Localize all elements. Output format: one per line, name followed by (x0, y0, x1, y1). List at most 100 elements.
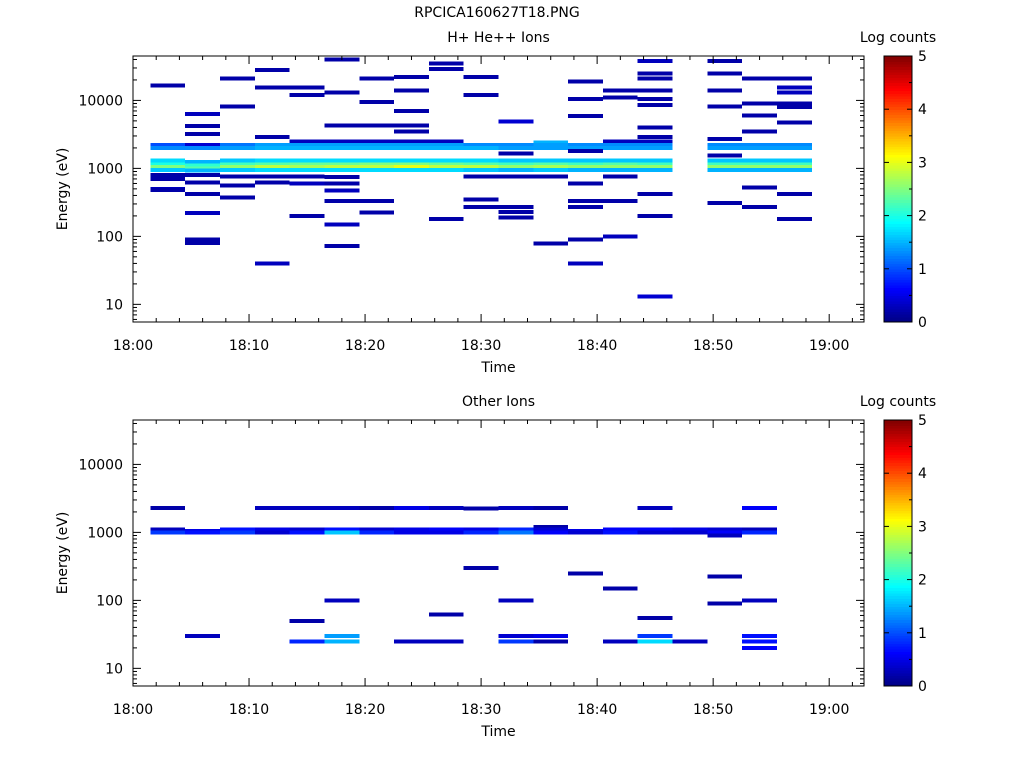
spectrogram-cell (707, 164, 743, 169)
spectrogram-cell (742, 162, 777, 167)
colorbar-swatch (884, 635, 912, 639)
colorbar-tick-label: 3 (918, 155, 927, 171)
spectrogram-cell (324, 222, 360, 227)
spectrogram-cell (707, 143, 743, 148)
colorbar-swatch (884, 568, 912, 573)
colorbar-swatch (884, 435, 912, 440)
spectrogram-cell (254, 162, 290, 167)
colorbar-swatch (884, 451, 912, 456)
spectrogram-cell (254, 167, 290, 172)
spectrogram-cell (220, 530, 255, 535)
colorbar-swatch (884, 194, 912, 198)
colorbar-swatch (884, 545, 912, 549)
spectrogram-cell (359, 123, 395, 128)
colorbar-swatch (884, 651, 912, 655)
spectrogram-cell (637, 213, 673, 218)
colorbar-swatch (884, 114, 912, 118)
spectrogram-cell (568, 149, 603, 154)
spectrogram-cell (428, 162, 464, 167)
spectrogram-cell (359, 139, 395, 144)
colorbar-swatch (884, 295, 912, 299)
colorbar-swatch (884, 239, 912, 243)
spectrogram-cell (742, 143, 777, 148)
spectrogram-cell (220, 164, 255, 169)
colorbar-swatch (884, 662, 912, 666)
colorbar-swatch (884, 531, 912, 535)
spectrogram-cell (637, 616, 673, 621)
colorbar-swatch (884, 98, 912, 102)
spectrogram-cell (150, 158, 186, 163)
colorbar-swatch (884, 170, 912, 174)
spectrogram-cell (463, 506, 499, 511)
spectrogram-cell (602, 530, 638, 535)
spectrogram-cell (498, 143, 534, 148)
spectrogram-cell (742, 205, 777, 210)
colorbar-tick-label: 1 (918, 626, 927, 642)
spectrogram-cell (185, 633, 221, 638)
x-tick-label: 18:40 (577, 338, 617, 354)
colorbar-swatch (884, 622, 912, 626)
spectrogram-cell (254, 134, 290, 139)
colorbar-label: Log counts (860, 30, 936, 46)
colorbar-swatch (884, 127, 912, 132)
spectrogram-cell (776, 145, 812, 150)
spectrogram-cell (185, 163, 221, 168)
y-tick-label: 100 (96, 229, 123, 245)
colorbar-swatch (884, 454, 912, 458)
colorbar-swatch (884, 574, 912, 578)
y-tick-label: 10 (105, 297, 123, 313)
colorbar-swatch (884, 481, 912, 485)
colorbar-swatch (884, 74, 912, 78)
colorbar-swatch (884, 255, 912, 259)
colorbar-swatch (884, 244, 912, 249)
spectrogram-cell (428, 217, 464, 222)
spectrogram-cell (289, 527, 325, 532)
colorbar-swatch (884, 502, 912, 506)
spectrogram-cell (776, 158, 812, 163)
spectrogram-cell (498, 530, 534, 535)
colorbar-swatch (884, 457, 912, 461)
colorbar-swatch (884, 282, 912, 286)
spectrogram-cell (150, 162, 186, 167)
spectrogram-cell (707, 88, 743, 93)
spectrogram-cell (498, 505, 534, 510)
colorbar-swatch (884, 563, 912, 567)
spectrogram-cell (324, 199, 360, 204)
x-axis-label: Time (480, 360, 515, 376)
colorbar-swatch (884, 220, 912, 225)
colorbar-swatch (884, 122, 912, 126)
colorbar-swatch (884, 505, 912, 509)
colorbar-swatch (884, 258, 912, 262)
colorbar-swatch (884, 632, 912, 637)
spectrogram-cell (324, 167, 360, 172)
colorbar-swatch (884, 143, 912, 148)
colorbar-swatch (884, 173, 912, 177)
colorbar-swatch (884, 614, 912, 618)
spectrogram-cell (568, 96, 603, 101)
spectrogram-cell (394, 158, 429, 163)
spectrogram-cell (742, 639, 777, 644)
spectrogram-cell (498, 633, 534, 638)
colorbar-swatch (884, 446, 912, 450)
colorbar-swatch (884, 133, 912, 137)
spectrogram-cell (568, 158, 603, 163)
spectrogram-cell (776, 143, 812, 148)
spectrogram-cell (150, 527, 186, 532)
spectrogram-cell (568, 113, 603, 118)
spectrogram-cell (428, 61, 464, 66)
colorbar-swatch (884, 659, 912, 663)
colorbar-tick-label: 4 (918, 102, 927, 118)
spectrogram-cell (707, 601, 743, 606)
colorbar-swatch (884, 595, 912, 599)
colorbar-swatch (884, 111, 912, 116)
spectrogram-cell (463, 197, 499, 202)
spectrogram-cell (637, 103, 673, 108)
spectrogram-cell (289, 145, 325, 150)
spectrogram-cell (463, 162, 499, 167)
colorbar-swatch (884, 542, 912, 546)
spectrogram-cell (359, 145, 395, 150)
x-tick-label: 19:00 (809, 338, 849, 354)
x-tick-label: 18:00 (113, 702, 153, 718)
colorbar-swatch (884, 90, 912, 94)
colorbar-swatch (884, 600, 912, 605)
